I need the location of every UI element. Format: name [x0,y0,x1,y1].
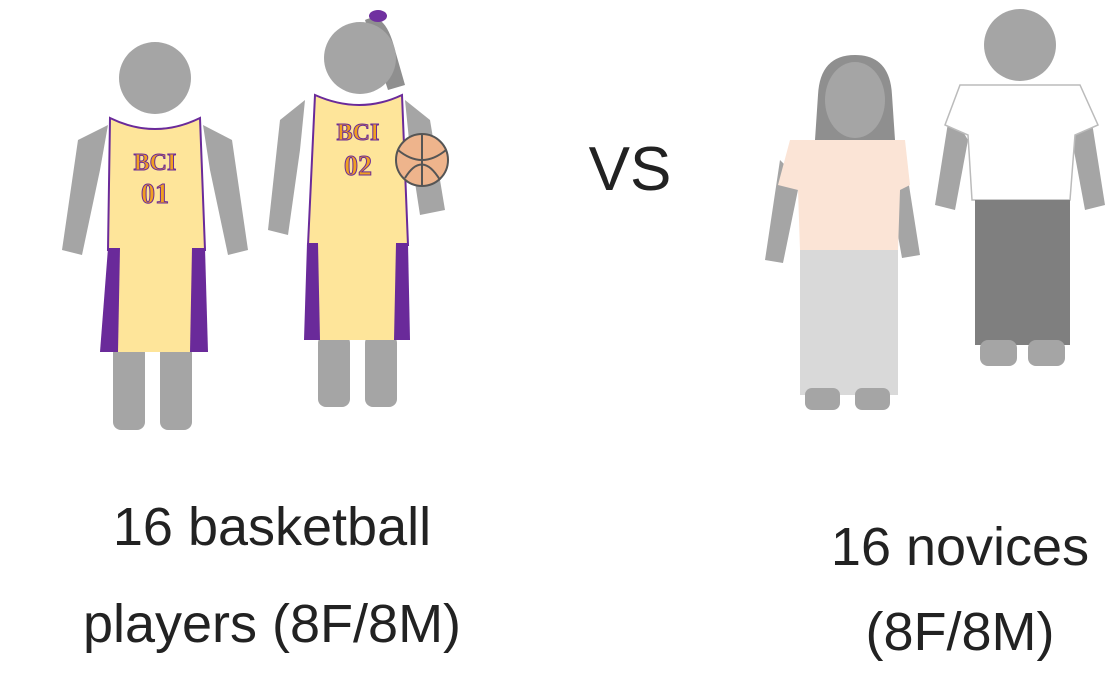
novice-man [935,9,1105,366]
group-caption: (8F/8M) [866,602,1055,662]
illustration: BCI 01 BCI 02 VS 16 basketba [0,0,1107,675]
jersey-team: BCI [337,120,380,146]
jersey-number: 02 [344,151,372,182]
novice-woman [765,55,920,410]
jersey-number: 01 [141,179,169,210]
group-caption: players (8F/8M) [83,594,461,654]
player-2: BCI 02 [268,10,448,407]
page: BCI 01 BCI 02 VS 16 basketba [0,0,1107,675]
group-caption: 16 novices [831,517,1089,577]
jersey-team: BCI [134,150,177,176]
group-caption: 16 basketball [113,497,431,557]
vs-label: VS [589,135,672,204]
player-1: BCI 01 [62,42,248,430]
